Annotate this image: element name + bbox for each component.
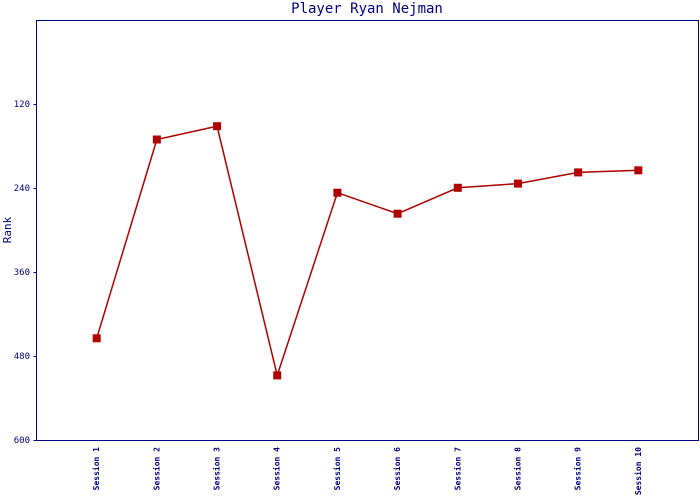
plot-frame (36, 20, 699, 441)
data-point (333, 188, 342, 197)
x-tick-label: Session 4 (272, 447, 282, 491)
data-point (213, 122, 222, 131)
data-point (634, 166, 643, 175)
y-tick-label: 600 (14, 436, 30, 446)
data-point (273, 371, 282, 380)
data-point (574, 168, 583, 177)
series-line (95, 125, 639, 379)
data-point (393, 209, 402, 218)
data-point (152, 135, 161, 144)
data-point (513, 179, 522, 188)
data-point (92, 334, 101, 343)
x-tick-label: Session 5 (332, 447, 342, 491)
y-tick-label: 480 (14, 352, 30, 362)
x-tick-label: Session 7 (452, 447, 462, 491)
x-tick-label: Session 8 (512, 447, 522, 491)
y-tick-label: 120 (14, 100, 30, 110)
x-tick-label: Session 6 (392, 447, 402, 491)
x-tick-label: Session 9 (573, 447, 583, 491)
x-tick-label: Session 3 (212, 447, 222, 491)
x-tick-label: Session 1 (91, 447, 101, 491)
y-tick-label: 360 (14, 268, 30, 278)
y-axis-label: Rank (1, 216, 14, 243)
x-tick-label: Session 2 (151, 447, 161, 491)
data-point (453, 183, 462, 192)
chart-title: Player Ryan Nejman (291, 1, 443, 17)
y-tick-label: 240 (14, 184, 30, 194)
x-tick-label: Session 10 (633, 447, 643, 495)
